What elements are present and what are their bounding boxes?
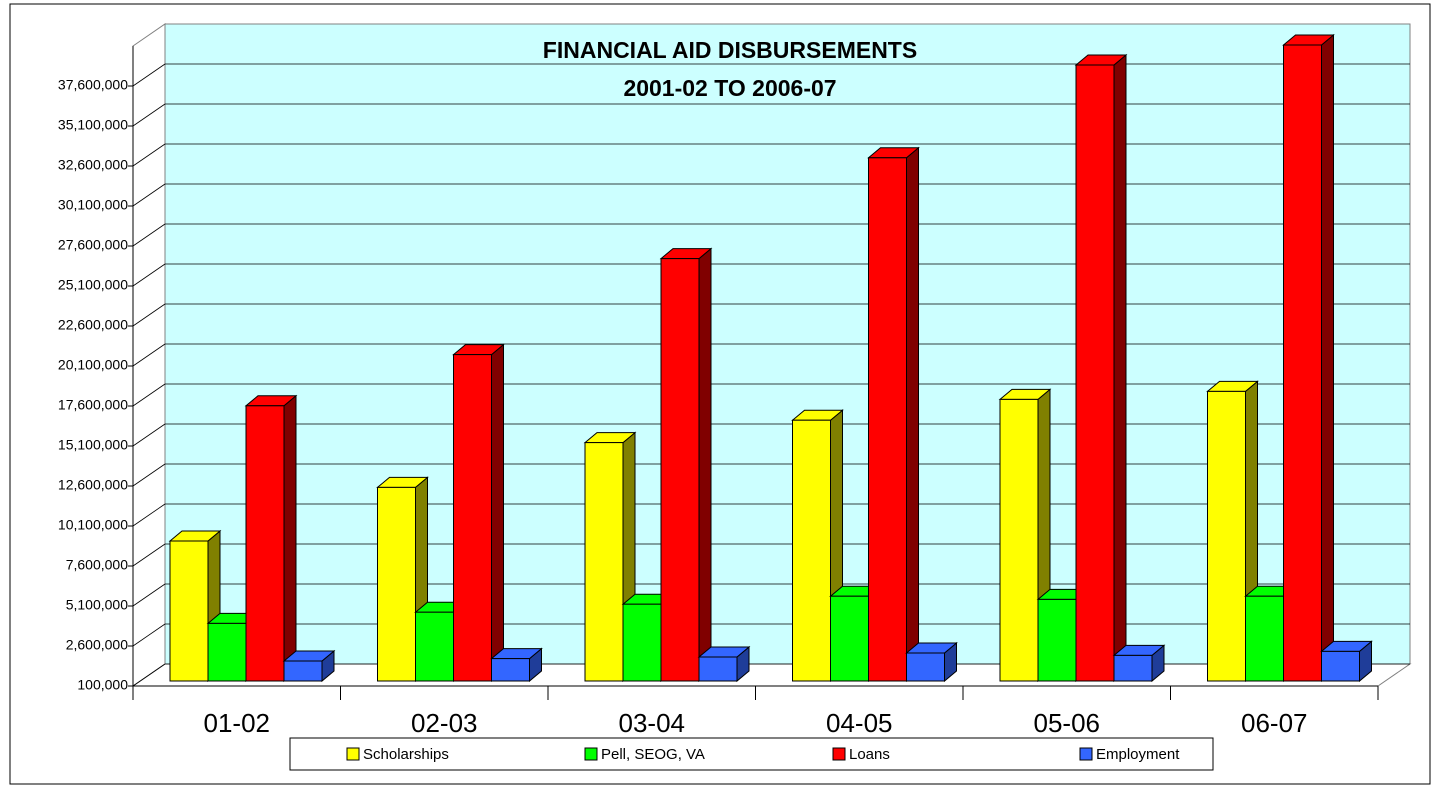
y-tick-label: 37,600,000 bbox=[58, 77, 128, 93]
bar bbox=[415, 611, 454, 682]
grid-line bbox=[132, 543, 166, 567]
chart-title: FINANCIAL AID DISBURSEMENTS bbox=[543, 37, 917, 63]
x-tick-label: 02-03 bbox=[411, 708, 478, 738]
bar bbox=[584, 442, 624, 682]
grid-line bbox=[132, 303, 166, 327]
legend-label: Loans bbox=[849, 746, 890, 763]
legend-swatch bbox=[832, 747, 846, 761]
bar bbox=[245, 405, 285, 682]
bar bbox=[999, 398, 1039, 682]
grid-line bbox=[132, 623, 166, 647]
y-tick-label: 22,600,000 bbox=[58, 317, 128, 333]
legend-label: Employment bbox=[1096, 746, 1180, 763]
bar bbox=[169, 540, 209, 682]
bar bbox=[1207, 390, 1246, 682]
x-tick-label: 06-07 bbox=[1241, 708, 1308, 738]
x-tick-label: 01-02 bbox=[204, 708, 271, 738]
bar-side bbox=[491, 343, 504, 683]
bar bbox=[207, 622, 247, 682]
grid-line bbox=[132, 63, 166, 87]
y-tick-label: 5,100,000 bbox=[66, 597, 128, 613]
y-tick-label: 32,600,000 bbox=[58, 157, 128, 173]
chart-subtitle: 2001-02 TO 2006-07 bbox=[623, 75, 836, 101]
bar bbox=[1113, 654, 1153, 682]
grid-line bbox=[132, 583, 166, 607]
bar bbox=[906, 652, 945, 682]
legend-label: Scholarships bbox=[363, 746, 449, 763]
y-tick-label: 15,100,000 bbox=[58, 437, 128, 453]
bar bbox=[792, 419, 831, 682]
y-tick-label: 12,600,000 bbox=[58, 477, 128, 493]
bar bbox=[622, 603, 662, 682]
y-tick-label: 2,600,000 bbox=[66, 637, 128, 653]
grid-line bbox=[132, 463, 166, 487]
y-tick-label: 17,600,000 bbox=[58, 397, 128, 413]
bar-side bbox=[1113, 53, 1127, 683]
y-tick-label: 100,000 bbox=[77, 677, 128, 693]
y-tick-label: 25,100,000 bbox=[58, 277, 128, 293]
y-tick-label: 35,100,000 bbox=[58, 117, 128, 133]
x-tick-label: 05-06 bbox=[1034, 708, 1101, 738]
y-tick-label: 10,100,000 bbox=[58, 517, 128, 533]
grid-line bbox=[132, 663, 166, 687]
bar bbox=[868, 157, 907, 682]
bar bbox=[491, 658, 530, 682]
bar bbox=[1283, 44, 1322, 682]
bar-side bbox=[1321, 33, 1334, 683]
bar-side bbox=[698, 247, 712, 683]
bar bbox=[698, 656, 738, 682]
grid-line bbox=[132, 183, 166, 207]
grid-line bbox=[132, 143, 166, 167]
grid-line bbox=[132, 383, 166, 407]
grid-line bbox=[132, 263, 166, 287]
grid-line bbox=[132, 423, 166, 447]
grid-line bbox=[132, 103, 166, 127]
grid-line bbox=[132, 503, 166, 527]
grid-line bbox=[132, 223, 166, 247]
legend-label: Pell, SEOG, VA bbox=[601, 746, 705, 763]
grid-line bbox=[132, 343, 166, 367]
x-tick-label: 04-05 bbox=[826, 708, 893, 738]
y-tick-label: 27,600,000 bbox=[58, 237, 128, 253]
legend-box bbox=[289, 737, 1214, 771]
y-tick-label: 20,100,000 bbox=[58, 357, 128, 373]
bar-side bbox=[906, 146, 919, 683]
legend-swatch bbox=[346, 747, 360, 761]
bar bbox=[1037, 598, 1077, 682]
bar bbox=[830, 595, 869, 682]
x-tick-label: 03-04 bbox=[619, 708, 686, 738]
bar bbox=[1245, 595, 1284, 682]
bar-side bbox=[283, 394, 297, 683]
legend-swatch bbox=[1079, 747, 1093, 761]
y-tick-label: 7,600,000 bbox=[66, 557, 128, 573]
bar bbox=[1321, 650, 1360, 682]
bar bbox=[283, 660, 323, 682]
bar bbox=[453, 354, 492, 682]
y-tick-label: 30,100,000 bbox=[58, 197, 128, 213]
legend-swatch bbox=[584, 747, 598, 761]
bar bbox=[377, 486, 416, 682]
bar bbox=[660, 258, 700, 682]
bar bbox=[1075, 64, 1115, 682]
